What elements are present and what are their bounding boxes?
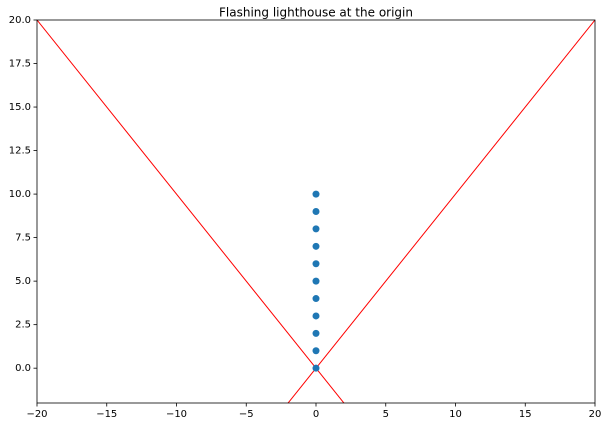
x-tick-label: 5 xyxy=(383,409,389,420)
x-tick-label: 20 xyxy=(589,409,602,420)
y-tick-label: 17.5 xyxy=(9,59,31,70)
y-tick-label: 10.0 xyxy=(9,189,31,200)
point xyxy=(312,347,320,355)
y-tick-label: 7.5 xyxy=(15,233,31,244)
y-tick-label: 12.5 xyxy=(9,146,31,157)
x-tick-label: 15 xyxy=(519,409,532,420)
y-tick-label: 2.5 xyxy=(15,320,31,331)
plot-area xyxy=(37,20,595,403)
x-tick-label: −20 xyxy=(26,409,47,420)
point xyxy=(312,277,320,285)
x-tick-label: −10 xyxy=(166,409,187,420)
y-tick-label: 20.0 xyxy=(9,15,31,26)
point xyxy=(312,208,320,215)
x-tick-label: 10 xyxy=(449,409,462,420)
point xyxy=(312,242,320,250)
point xyxy=(312,329,320,337)
point xyxy=(312,225,320,233)
y-tick-label: 0.0 xyxy=(15,363,31,374)
y-tick-label: 15.0 xyxy=(9,102,31,113)
point xyxy=(312,364,320,372)
point xyxy=(312,260,320,268)
point xyxy=(312,190,320,198)
x-tick-label: −5 xyxy=(239,409,254,420)
chart-title: Flashing lighthouse at the origin xyxy=(219,6,413,20)
point xyxy=(312,312,320,320)
x-tick-label: −15 xyxy=(96,409,117,420)
x-tick-label: 0 xyxy=(313,409,319,420)
point xyxy=(312,295,320,303)
y-tick-label: 5.0 xyxy=(15,276,31,287)
